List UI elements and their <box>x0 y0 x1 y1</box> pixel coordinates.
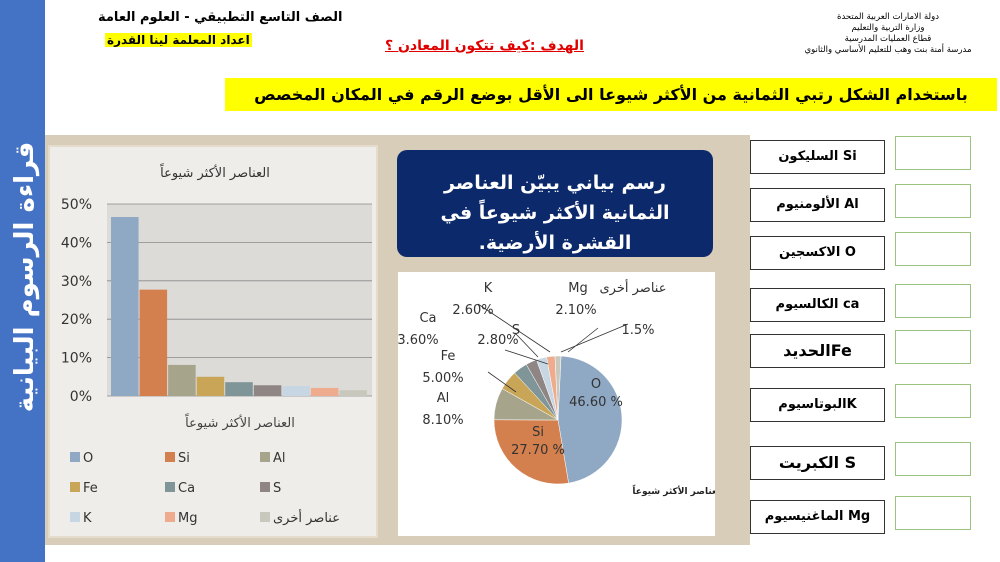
bar-Ca <box>225 382 253 396</box>
pie-value-label: 2.60% <box>452 303 493 318</box>
legend-label: O <box>83 451 93 466</box>
legend-label: Ca <box>178 481 195 496</box>
lesson-goal: الهدف :كيف تتكون المعادن ؟ <box>385 38 584 54</box>
pie-value-label: 27.70 % <box>511 443 565 458</box>
leader-line <box>477 303 551 353</box>
element-label: Feالحديد <box>750 334 885 368</box>
pie-title: العناصر الأكثر شيوعاً <box>632 484 715 497</box>
pie-value-label: 5.00% <box>422 371 463 386</box>
legend-label: Fe <box>83 481 98 496</box>
org-line: مدرسة أمنة بنت وهب للتعليم الأساسي والثا… <box>804 45 972 55</box>
course-title: الصف التاسع التطبيقي - العلوم العامة <box>98 10 343 25</box>
answer-box[interactable] <box>895 284 971 318</box>
legend-label: K <box>83 511 92 526</box>
y-tick-label: 0% <box>70 389 92 405</box>
caption-box: رسم بياني يبيّن العناصر الثمانية الأكثر … <box>397 150 713 257</box>
legend-label: Si <box>178 451 190 466</box>
element-label: S الكبريت <box>750 446 885 480</box>
bar-عناصر أخرى <box>339 390 367 396</box>
bar-Al <box>168 364 196 396</box>
y-tick-label: 10% <box>61 351 92 367</box>
bar-Mg <box>310 387 339 396</box>
school-header: دولة الامارات العربية المتحدة وزارة التر… <box>788 12 988 56</box>
teacher-name: اعداد المعلمة لينا القدرة <box>105 33 252 47</box>
pie-category-label: Ca <box>419 311 436 326</box>
answer-box[interactable] <box>895 232 971 266</box>
legend-swatch <box>165 512 175 522</box>
pie-value-label: 8.10% <box>422 413 463 428</box>
legend-swatch <box>70 512 80 522</box>
chart-title: العناصر الأكثر شيوعاً <box>160 163 270 181</box>
legend-label: Al <box>273 451 286 466</box>
legend-label: Mg <box>178 511 197 526</box>
y-tick-label: 50% <box>61 197 92 213</box>
legend-label: عناصر أخرى <box>273 509 340 526</box>
y-tick-label: 40% <box>61 235 92 251</box>
answer-box[interactable] <box>895 184 971 218</box>
leader-line <box>567 327 599 353</box>
leader-line <box>515 333 539 358</box>
legend-swatch <box>70 452 80 462</box>
pie-value-label: 3.60% <box>398 333 439 348</box>
org-line: قطاع العمليات المدرسية <box>844 34 932 44</box>
answer-box[interactable] <box>895 384 971 418</box>
leader-line <box>487 371 517 393</box>
element-label: O الاكسجين <box>750 236 885 270</box>
side-strip <box>0 0 45 562</box>
legend-swatch <box>260 452 270 462</box>
bar-K <box>282 386 310 396</box>
org-line: وزارة التربية والتعليم <box>851 23 925 33</box>
instruction-banner: باستخدام الشكل رتبي الثمانية من الأكثر ش… <box>225 78 997 111</box>
pie-category-label: O <box>591 377 601 392</box>
legend-swatch <box>260 512 270 522</box>
pie-category-label: عناصر أخرى <box>600 279 667 296</box>
element-label: Si السليكون <box>750 140 885 174</box>
pie-category-label: Si <box>532 425 544 440</box>
element-label: ca الكالسيوم <box>750 288 885 322</box>
pie-category-label: S <box>512 323 520 338</box>
bar-chart: العناصر الأكثر شيوعاً 0% 10% 20% 30% 40% 50% ال… <box>48 145 378 538</box>
pie-category-label: Fe <box>441 349 456 364</box>
answer-box[interactable] <box>895 442 971 476</box>
answer-box[interactable] <box>895 496 971 530</box>
leader-line <box>504 349 549 365</box>
y-tick-label: 30% <box>61 274 92 290</box>
legend-swatch <box>165 452 175 462</box>
answer-box[interactable] <box>895 136 971 170</box>
bar-S <box>253 385 282 396</box>
pie-value-label: 2.80% <box>477 333 518 348</box>
answer-box[interactable] <box>895 330 971 364</box>
element-label: Mg الماغنيسيوم <box>750 500 885 534</box>
pie-value-label: 1.5% <box>621 323 654 338</box>
pie-chart: O 46.60 % Si 27.70 % Al 8.10% Fe 5.00% Ca 3.60% S 2… <box>397 272 724 536</box>
org-line: دولة الامارات العربية المتحدة <box>836 12 940 22</box>
pie-value-label: 2.10% <box>555 303 596 318</box>
bar-Fe <box>196 376 225 396</box>
slice-عناصر أخرى <box>554 355 562 421</box>
side-title: قراءة الرسوم البيانية <box>10 141 40 413</box>
pie-category-label: Al <box>437 391 450 406</box>
slice-O <box>557 355 623 484</box>
slice-Si <box>493 419 569 485</box>
leader-line <box>560 323 629 353</box>
legend-swatch <box>165 482 175 492</box>
y-tick-label: 20% <box>61 312 92 328</box>
element-label: Al الألومنيوم <box>750 188 885 222</box>
pie-value-label: 46.60 % <box>569 395 623 410</box>
legend-label: S <box>273 481 281 496</box>
element-label: Kالبوتاسيوم <box>750 388 885 422</box>
pie-category-label: K <box>484 281 493 296</box>
bar-O <box>111 217 139 396</box>
legend-swatch <box>70 482 80 492</box>
x-axis-label: العناصر الأكثر شيوعاً <box>185 413 295 431</box>
bar-Si <box>139 289 168 396</box>
legend-swatch <box>260 482 270 492</box>
pie-category-label: Mg <box>568 281 587 296</box>
